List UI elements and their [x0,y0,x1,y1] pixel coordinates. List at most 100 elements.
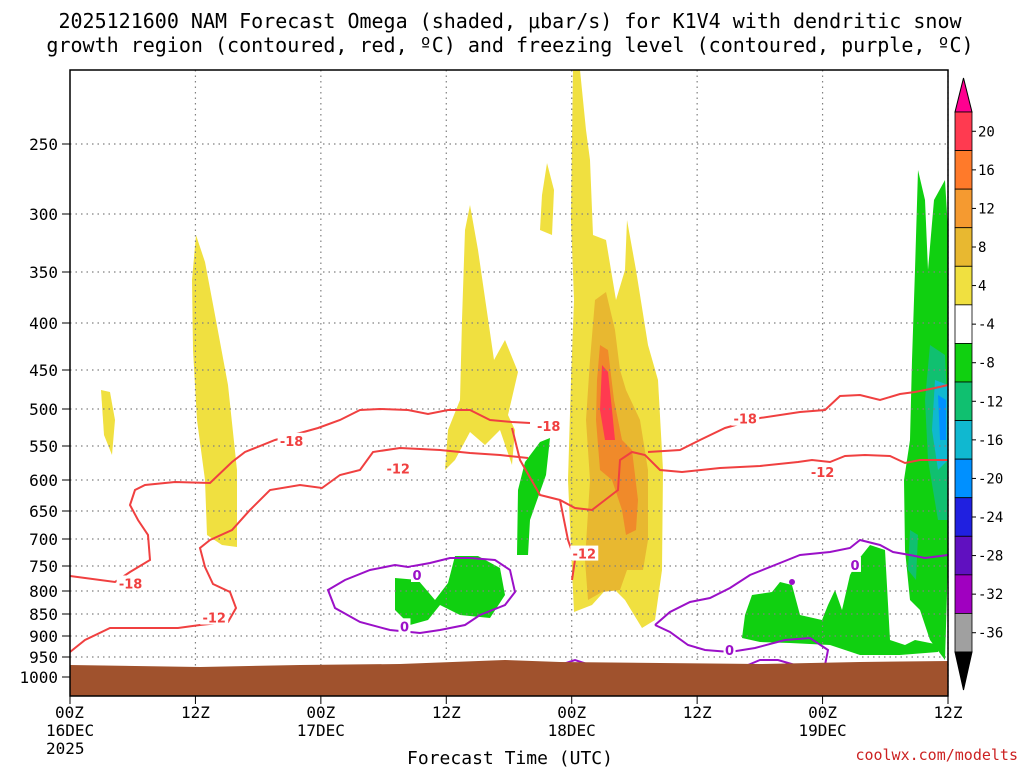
y-tick-label: 700 [29,530,58,549]
colorbar-label: 4 [978,279,986,295]
chart-title-line2: growth region (contoured, red, ºC) and f… [46,33,973,57]
colorbar-label: 8 [978,240,986,256]
contour-label-bg [723,641,736,657]
x-tick-label: 12Z [432,703,461,722]
ground-surface [70,660,948,696]
contour-label: -12 [386,462,410,477]
x-tick-year: 2025 [46,739,85,758]
colorbar-label: 16 [978,163,995,179]
y-tick-label: 500 [29,400,58,419]
y-tick-label: 450 [29,361,58,380]
colorbar-swatch [954,265,973,306]
colorbar-label: -24 [978,510,1003,526]
contour-zero-left [326,557,517,635]
colorbar-swatch [954,188,973,229]
contour-label: 0 [412,569,421,584]
y-tick-label: 550 [29,437,58,456]
x-tick-label: 00Z [557,703,586,722]
colorbar-swatch [954,150,973,190]
colorbar-bottom-arrow [954,651,973,691]
contour-dot [789,579,795,585]
omega-region [540,163,554,235]
x-tick-label: 12Z [683,703,712,722]
y-axis: 250 300 350 400 450 500 550 600 650 700 750 800 850 9… [19,135,70,687]
contour-label-bg [411,567,424,582]
y-tick-label: 650 [29,502,58,521]
contour-zero-right [654,538,949,626]
contour-label-bg [398,618,411,634]
colorbar-top-arrow [954,77,973,113]
colorbar-swatch [954,420,973,460]
omega-region [101,390,115,455]
y-tick-label: 950 [29,648,58,667]
colorbar-swatch [954,343,973,383]
x-tick-date: 16DEC [46,721,94,740]
contour-label: -18 [280,435,304,450]
colorbar-label: -36 [978,626,1003,642]
watermark: coolwx.com/modelts [855,746,1018,764]
colorbar-swatch [954,381,973,421]
colorbar-label: -20 [978,471,1003,487]
contour-label-bg [808,463,837,479]
colorbar-swatch [954,304,973,344]
contour-zero-bottom2 [747,659,796,666]
freezing-level-contours [326,538,949,666]
omega-region [742,545,940,655]
omega-region [600,365,615,440]
contour-minus18-right [647,384,949,453]
x-tick-label: 00Z [306,703,335,722]
contour-label-bg [200,609,229,625]
contour-label: 0 [400,620,409,635]
omega-region [938,395,946,440]
colorbar-swatch [954,574,973,614]
colorbar-label: -16 [978,433,1003,449]
colorbar-label: -4 [978,317,995,333]
contour-label: -18 [119,578,143,593]
colorbar-label: 12 [978,201,995,217]
contour-labels: -18 -18 -18 -18 -12 -12 -12 -12 0 0 0 0 [116,410,861,659]
contour-label-bg [116,575,145,591]
contour-label: 0 [850,559,859,574]
contour-label-bg [731,410,760,426]
contour-label-bg [277,432,306,448]
colorbar-label: -12 [978,394,1003,410]
colorbar-swatch [954,613,973,653]
x-axis-label: Forecast Time (UTC) [407,748,613,768]
x-tick-label: 00Z [55,703,84,722]
colorbar-swatch [954,227,973,267]
contour-label: 0 [725,644,734,659]
colorbar-swatch [954,111,973,151]
x-tick-date: 17DEC [297,721,345,740]
chart-title-line1: 2025121600 NAM Forecast Omega (shaded, μ… [58,9,962,33]
dgz-temperature-contours [69,384,949,653]
plot-frame [69,69,949,697]
contour-label-bg [848,556,861,572]
grid-lines [70,70,949,696]
x-tick-label: 12Z [934,703,963,722]
colorbar: 20 16 12 8 4 -4 -8 -12 -16 -20 -24 -28 -32 -36 [954,77,1003,691]
colorbar-label: -32 [978,587,1003,603]
y-tick-label: 400 [29,314,58,333]
y-tick-label: 750 [29,557,58,576]
y-tick-label: 900 [29,627,58,646]
contour-label: -12 [811,466,835,481]
x-tick-label: 12Z [181,703,210,722]
y-tick-label: 850 [29,605,58,624]
contour-label: -18 [733,413,757,428]
omega-region [445,205,518,470]
y-tick-label: 300 [29,205,58,224]
x-tick-label: 00Z [808,703,837,722]
colorbar-label: -8 [978,356,995,372]
colorbar-label: 20 [978,124,995,140]
contour-label-bg [570,545,599,561]
contour-zero-right-low [654,624,830,666]
colorbar-label: -28 [978,549,1003,565]
contour-label: -12 [202,612,226,627]
contour-label: -12 [573,548,597,563]
contour-minus12-loop [511,427,948,512]
contour-label-bg [384,460,413,476]
colorbar-swatch [954,535,973,576]
